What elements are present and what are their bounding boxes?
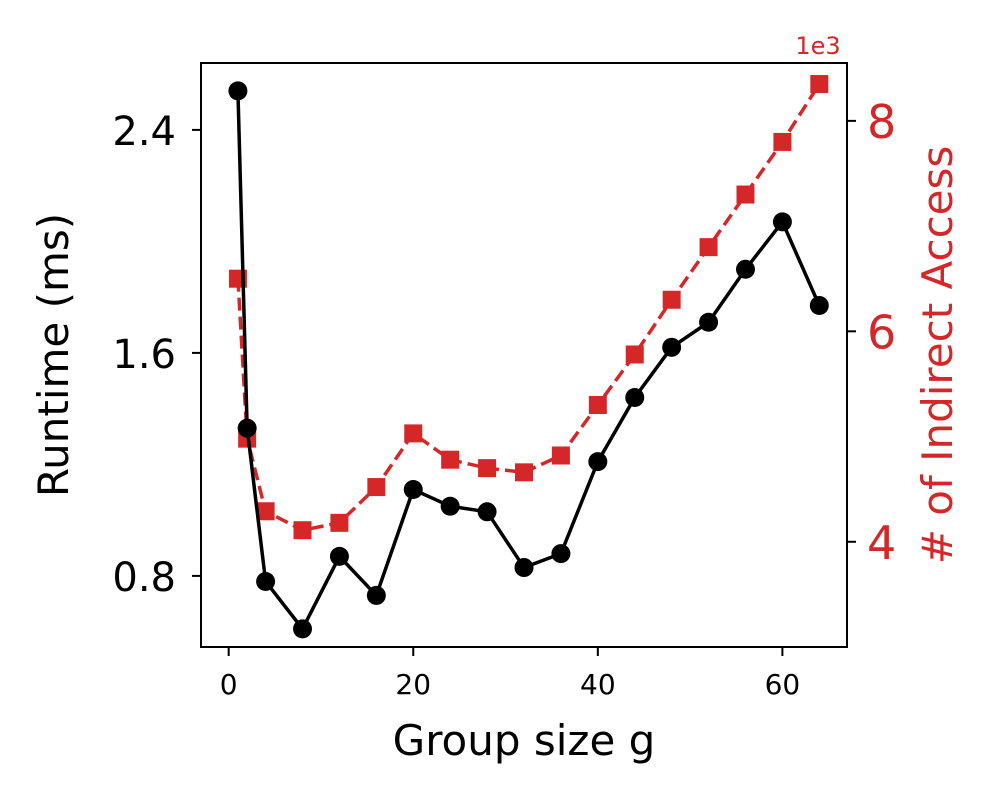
y-tick-label: 2.4 (112, 109, 176, 155)
plot-frame (200, 62, 848, 648)
indirect-access-point (810, 75, 829, 94)
indirect-access-point (736, 185, 755, 204)
indirect-access-point (515, 463, 533, 482)
runtime-point (588, 452, 608, 472)
indirect-access-point (367, 478, 386, 497)
runtime-point (256, 571, 276, 591)
runtime-point (477, 502, 497, 522)
y2-axis-title: # of Indirect Access (913, 146, 962, 565)
indirect-access-point (773, 132, 792, 151)
y-tick-label: 1.6 (112, 332, 176, 378)
indirect-access-point (404, 424, 423, 443)
runtime-point (662, 337, 682, 357)
indirect-access-line (236, 83, 821, 533)
runtime-point (514, 558, 534, 578)
indirect-access-point (293, 521, 312, 540)
y-tick-label: 0.8 (112, 555, 176, 601)
indirect-access-point (441, 450, 460, 469)
runtime-point (772, 212, 792, 232)
x-tick-label: 40 (580, 668, 616, 701)
runtime-point (237, 418, 257, 438)
indirect-access-point (330, 513, 349, 532)
runtime-point (735, 259, 755, 279)
runtime-point (293, 619, 313, 639)
indirect-access-point (699, 238, 718, 257)
runtime-point (440, 496, 460, 516)
runtime-point (809, 296, 829, 316)
indirect-access-point (588, 395, 607, 414)
x-tick-label: 0 (220, 668, 238, 701)
runtime-point (366, 585, 386, 605)
x-tick-label: 60 (765, 668, 801, 701)
indirect-access-point (551, 446, 570, 465)
runtime-point (403, 480, 423, 500)
runtime-point (551, 544, 571, 564)
indirect-access-point (478, 459, 497, 478)
runtime-line (236, 90, 821, 633)
runtime-point (228, 81, 248, 101)
y2-tick-label: 6 (867, 305, 896, 359)
runtime-point (329, 546, 349, 566)
x-tick-label: 20 (395, 668, 431, 701)
y2-tick-label: 4 (867, 516, 896, 570)
y-axis-title: Runtime (ms) (29, 213, 78, 497)
indirect-access-point (625, 345, 644, 364)
x-axis-title: Group size g (393, 716, 656, 765)
runtime-point (625, 388, 645, 408)
runtime-point (699, 312, 719, 332)
y2-tick-label: 8 (867, 95, 896, 149)
y2-offset-label: 1e3 (795, 32, 840, 60)
indirect-access-point (662, 290, 681, 309)
indirect-access-point (256, 502, 275, 521)
